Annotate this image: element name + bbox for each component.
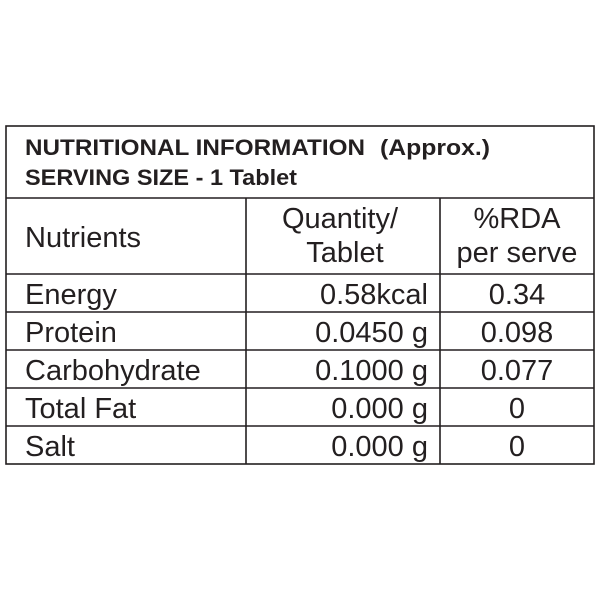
rda: 0.098 [481,317,554,349]
column-header: Nutrients [25,222,141,254]
quantity: 0.1000 g [315,355,428,387]
column-header: per serve [457,237,578,269]
nutrient-name: Protein [25,317,117,349]
title: NUTRITIONAL INFORMATION [25,135,365,160]
quantity: 0.58kcal [320,279,428,311]
rda: 0.34 [489,279,545,311]
nutrient-name: Energy [25,279,117,311]
quantity: 0.000 g [331,393,428,425]
column-header: Tablet [306,237,383,269]
rda: 0 [509,431,525,463]
rda: 0 [509,393,525,425]
nutrient-name: Salt [25,431,75,463]
table-body: Energy 0.58kcal 0.34 Protein 0.0450 g 0.098 Ca… [25,279,553,463]
serving-size: SERVING SIZE - 1 Tablet [25,165,298,190]
label-border [5,125,595,465]
nutrient-name: Carbohydrate [25,355,201,387]
nutrient-name: Total Fat [25,393,136,425]
column-header: Quantity/ [282,203,399,235]
quantity: 0.000 g [331,431,428,463]
rda: 0.077 [481,355,554,387]
title-note: (Approx.) [380,135,490,160]
quantity: 0.0450 g [315,317,428,349]
column-header: %RDA [473,203,561,235]
